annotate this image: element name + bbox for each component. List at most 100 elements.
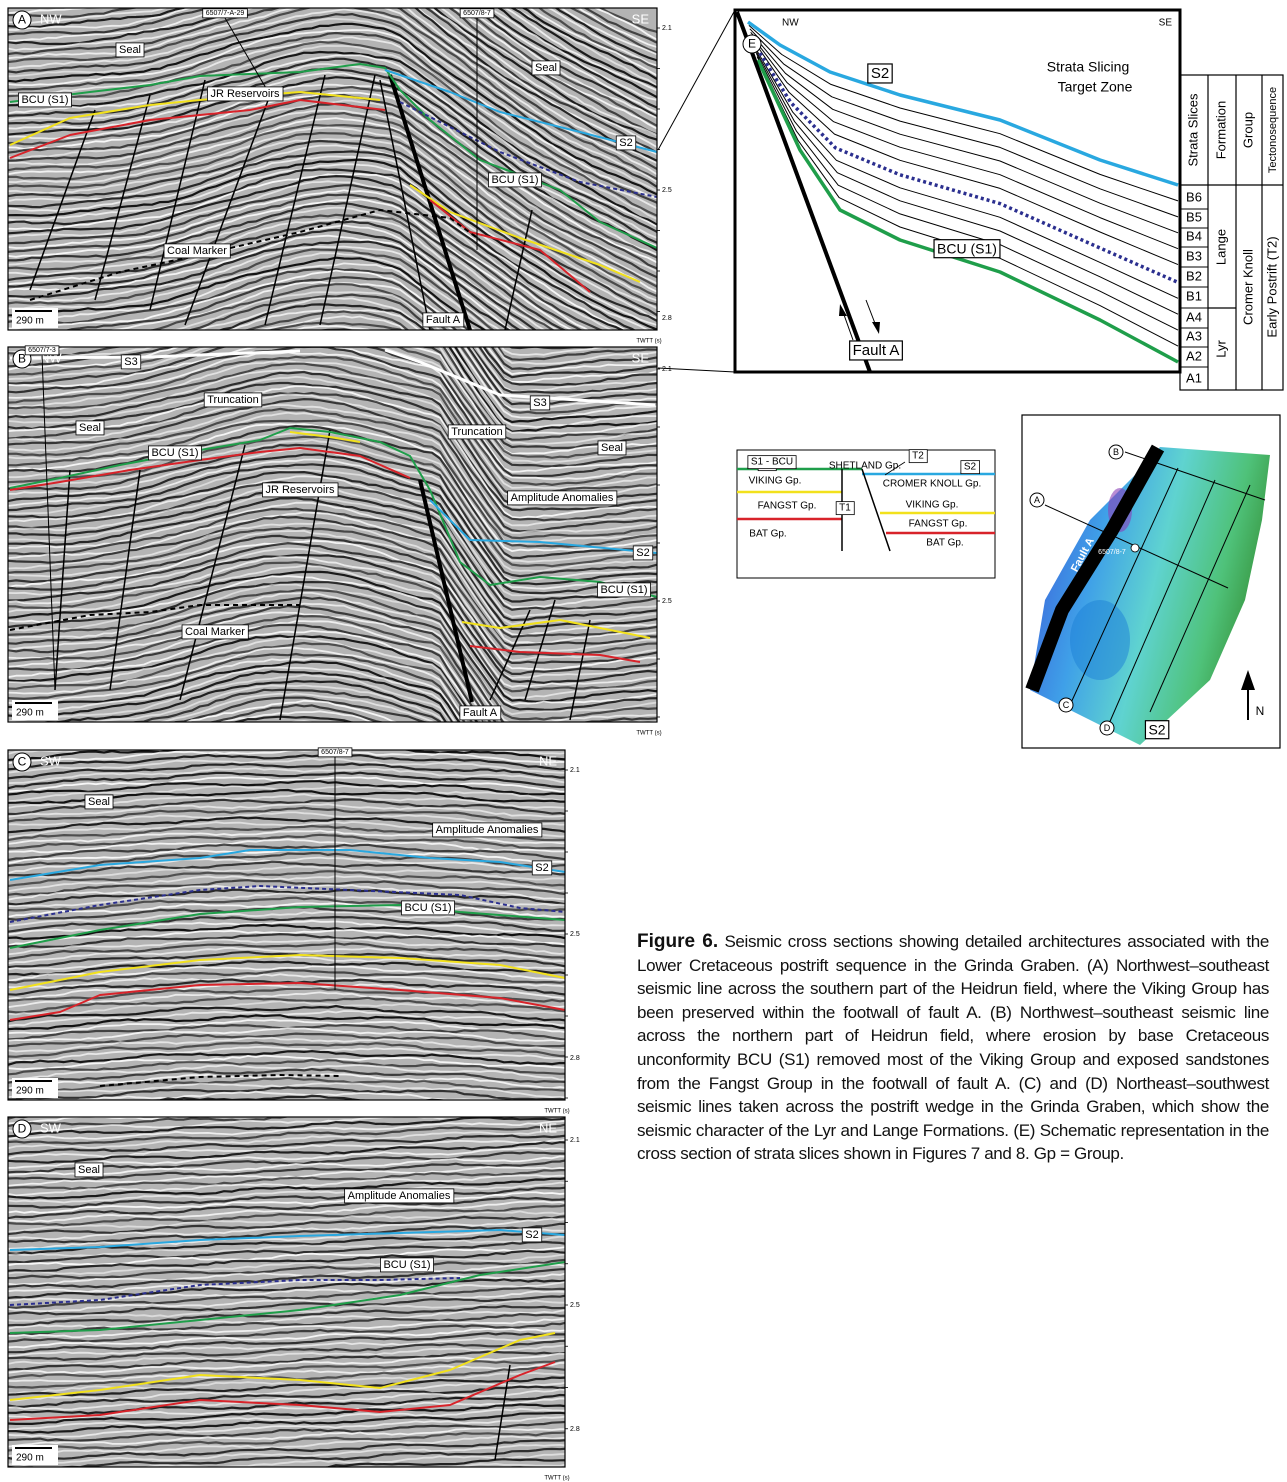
label: VIKING Gp. bbox=[906, 500, 959, 511]
figure: A NW SE 6507/7-A-29 6507/8-7 Seal Seal BCU (S1)… bbox=[0, 0, 1287, 1482]
caption: Figure 6. Seismic cross sections showing… bbox=[637, 930, 1269, 1166]
seismic-reflector bbox=[8, 1101, 568, 1115]
label: CROMER KNOLL Gp. bbox=[883, 479, 982, 490]
annotation: S3 bbox=[533, 397, 546, 409]
label: FANGST Gp. bbox=[909, 519, 968, 530]
annotation: S3 bbox=[124, 356, 137, 368]
axis-tick-label: 2.5 bbox=[662, 598, 672, 605]
annotation: S2 bbox=[525, 1229, 538, 1241]
slice-label: A3 bbox=[1186, 328, 1202, 343]
annotation: Fault A bbox=[463, 707, 498, 719]
annotation: Fault A bbox=[853, 342, 900, 359]
panel-letter: A bbox=[18, 13, 26, 27]
column-header: Group bbox=[1240, 112, 1255, 148]
column-header: Formation bbox=[1213, 101, 1228, 160]
slice-label: B2 bbox=[1186, 268, 1202, 283]
slice-label: B1 bbox=[1186, 288, 1202, 303]
scale-label: 290 m bbox=[16, 1453, 44, 1464]
annotation: Seal bbox=[119, 44, 141, 56]
column-header: Tectonosequence bbox=[1267, 87, 1279, 173]
panel-letter: C bbox=[1063, 700, 1070, 710]
annotation: Coal Marker bbox=[167, 245, 227, 257]
caption-label: Figure 6. bbox=[637, 931, 718, 952]
axis-title: TWTT (s) bbox=[636, 339, 661, 345]
slice-label: A1 bbox=[1186, 370, 1202, 385]
label: BAT Gp. bbox=[926, 538, 963, 549]
caption-text: Seismic cross sections showing detailed … bbox=[637, 932, 1269, 1163]
seismic-reflector bbox=[8, 736, 568, 749]
direction-label: NE bbox=[539, 753, 557, 768]
well-label: 6507/7-3 bbox=[28, 347, 56, 354]
column-header: Strata Slices bbox=[1185, 93, 1200, 166]
well-dot bbox=[1131, 544, 1139, 552]
axis-title: TWTT (s) bbox=[636, 731, 661, 737]
formation: Lyr bbox=[1213, 340, 1228, 358]
annotation: Amplitude Anomalies bbox=[511, 492, 614, 504]
annotation: Seal bbox=[88, 796, 110, 808]
annotation: Amplitude Anomalies bbox=[436, 824, 539, 836]
axis-tick-label: 2.8 bbox=[570, 1426, 580, 1433]
annotation: S2 bbox=[1148, 722, 1165, 738]
direction-label: SE bbox=[632, 350, 650, 365]
annotation: BCU (S1) bbox=[383, 1259, 430, 1271]
panel-letter: A bbox=[1034, 495, 1040, 505]
axis-tick-label: 2.1 bbox=[662, 25, 672, 32]
scale-label: 290 m bbox=[16, 1086, 44, 1097]
annotation: S2 bbox=[535, 862, 548, 874]
label: BAT Gp. bbox=[749, 529, 786, 540]
label: SHETLAND Gp. bbox=[829, 461, 901, 472]
label: S2 bbox=[964, 462, 977, 473]
panel-letter: E bbox=[748, 37, 756, 51]
annotation: BCU (S1) bbox=[600, 584, 647, 596]
axis-tick-label: 2.1 bbox=[570, 1137, 580, 1144]
annotation: BCU (S1) bbox=[21, 94, 68, 106]
annotation: Strata Slicing bbox=[1047, 59, 1129, 75]
annotation: S2 bbox=[636, 547, 649, 559]
annotation: Seal bbox=[79, 422, 101, 434]
label: S1 - BCU bbox=[751, 457, 793, 468]
well-label: 6507/8-7 bbox=[321, 749, 349, 756]
well-label: 6507/7-A-29 bbox=[206, 10, 245, 17]
seismic-reflector bbox=[8, 1475, 568, 1482]
annotation: Seal bbox=[601, 442, 623, 454]
slice-label: B3 bbox=[1186, 248, 1202, 263]
axis-tick-label: 2.1 bbox=[662, 366, 672, 373]
formation: Lange bbox=[1213, 229, 1228, 265]
annotation: BCU (S1) bbox=[404, 902, 451, 914]
annotation: BCU (S1) bbox=[151, 447, 198, 459]
panel-letter: C bbox=[18, 755, 27, 769]
seismic-reflector bbox=[8, 732, 568, 747]
seismic-reflector bbox=[8, 1471, 568, 1482]
annotation: BCU (S1) bbox=[937, 241, 997, 257]
seismic-reflector bbox=[8, 1100, 568, 1119]
annotation: Target Zone bbox=[1058, 79, 1133, 95]
direction-label: SE bbox=[1159, 18, 1173, 29]
scale-label: 290 m bbox=[16, 316, 44, 327]
annotation: Fault A bbox=[426, 314, 461, 326]
seismic-reflector bbox=[8, 727, 568, 741]
annotation: Truncation bbox=[207, 394, 259, 406]
axis-title: TWTT (s) bbox=[544, 1109, 569, 1115]
axis-tick-label: 2.5 bbox=[662, 187, 672, 194]
direction-label: SW bbox=[40, 753, 62, 768]
axis-tick-label: 2.5 bbox=[570, 931, 580, 938]
direction-label: NE bbox=[539, 1120, 557, 1135]
slice-label: B6 bbox=[1186, 189, 1202, 204]
slice-label: B4 bbox=[1186, 228, 1202, 243]
label: VIKING Gp. bbox=[749, 476, 802, 487]
annotation: Seal bbox=[535, 62, 557, 74]
direction-label: NW bbox=[40, 11, 62, 26]
page: A NW SE 6507/7-A-29 6507/8-7 Seal Seal BCU (S1)… bbox=[0, 0, 1287, 1482]
axis-title: TWTT (s) bbox=[544, 1476, 569, 1482]
panel-letter: D bbox=[1104, 723, 1111, 733]
tectonosequence: Early Postrift (T2) bbox=[1264, 236, 1279, 337]
annotation: BCU (S1) bbox=[491, 174, 538, 186]
well-label: 6507/8-7 bbox=[463, 10, 491, 17]
direction-label: SE bbox=[632, 11, 650, 26]
seismic-reflector bbox=[8, 723, 568, 735]
annotation: S2 bbox=[619, 137, 632, 149]
slice-label: B5 bbox=[1186, 209, 1202, 224]
label: T1 bbox=[839, 503, 851, 514]
label: FANGST Gp. bbox=[758, 501, 817, 512]
direction-label: SW bbox=[40, 1120, 62, 1135]
